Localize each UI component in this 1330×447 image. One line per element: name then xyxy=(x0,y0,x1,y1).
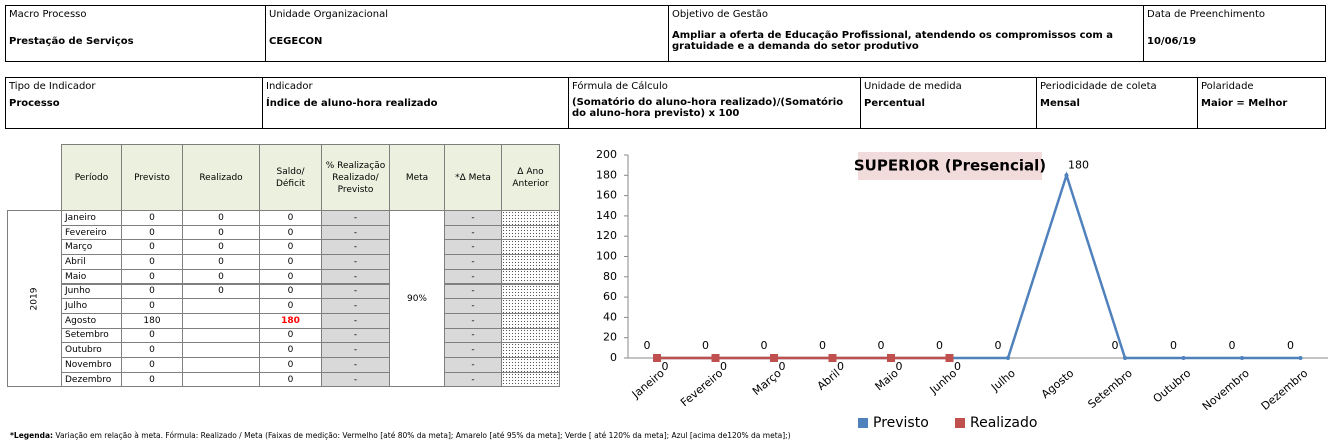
header-value: Processo xyxy=(9,98,60,109)
pattern-cell xyxy=(501,327,560,344)
pattern-cell xyxy=(501,342,560,358)
header-label: Macro Processo xyxy=(9,9,87,20)
data-label: 0 xyxy=(702,339,709,352)
header-label: Unidade de medida xyxy=(864,81,962,92)
data-label: 0 xyxy=(1229,339,1236,352)
data-label: 0 xyxy=(1112,339,1119,352)
y-tick-label: 140 xyxy=(596,209,617,222)
column-header: *Δ Meta xyxy=(444,144,502,211)
y-tick-label: 100 xyxy=(596,250,617,263)
point-marker xyxy=(828,354,837,362)
column-header: Δ Ano Anterior xyxy=(501,144,560,211)
legend-label: Realizado xyxy=(970,415,1037,431)
data-label: 0 xyxy=(1170,339,1177,352)
header-value: (Somatório do aluno-hora realizado)/(Som… xyxy=(572,97,844,119)
header-box: Polaridade Maior = Melhor xyxy=(1197,77,1326,129)
data-label: 0 xyxy=(1287,339,1294,352)
header-value: Percentual xyxy=(864,98,925,109)
header-label: Objetivo de Gestão xyxy=(672,9,769,20)
y-tick-label: 120 xyxy=(596,229,617,242)
data-label: 0 xyxy=(995,339,1002,352)
footnote: *Legenda: Variação em relação à meta. Fó… xyxy=(10,431,791,440)
header-value: 10/06/19 xyxy=(1147,36,1197,47)
data-label: 0 xyxy=(720,360,727,373)
y-tick-label: 80 xyxy=(603,270,617,283)
y-tick-label: 60 xyxy=(603,290,617,303)
y-tick-label: 180 xyxy=(596,168,617,181)
data-label: 0 xyxy=(878,339,885,352)
pattern-cell xyxy=(501,357,560,373)
data-label: 180 xyxy=(1068,158,1089,171)
footnote-text: Variação em relação à meta. Fórmula: Rea… xyxy=(55,431,791,440)
pattern-cell xyxy=(501,268,560,285)
point-marker xyxy=(1181,356,1186,360)
footnote-label: *Legenda: xyxy=(10,431,54,440)
data-label: 0 xyxy=(837,360,844,373)
header-label: Data de Preenchimento xyxy=(1147,9,1266,20)
point-marker xyxy=(945,354,954,362)
title-background xyxy=(858,152,1042,180)
pattern-cell xyxy=(501,254,560,270)
header-value: Maior = Melhor xyxy=(1201,98,1288,109)
header-label: Fórmula de Cálculo xyxy=(572,81,668,92)
column-header: % Realização Realizado/ Previsto xyxy=(321,144,390,211)
legend-swatch xyxy=(955,418,965,428)
series-line xyxy=(657,171,1301,360)
pattern-cell xyxy=(501,371,560,388)
meta-cell: 90% xyxy=(389,210,445,388)
point-marker xyxy=(1240,356,1244,360)
point-marker xyxy=(887,354,895,362)
x-tick-label: Julho xyxy=(988,366,1018,394)
legend-label: Previsto xyxy=(873,415,929,431)
header-value: Ampliar a oferta de Educação Profissiona… xyxy=(672,30,1114,52)
x-tick-label: Setembro xyxy=(1085,366,1135,411)
y-tick-label: 200 xyxy=(596,148,617,161)
legend-swatch xyxy=(858,418,868,428)
chart-title: SUPERIOR (Presencial) xyxy=(854,157,1046,175)
header-box: Data de Preenchimento 10/06/19 xyxy=(1143,5,1326,62)
column-header: Realizado xyxy=(182,144,260,211)
data-label: 0 xyxy=(896,360,903,373)
header-label: Polaridade xyxy=(1201,81,1254,92)
header-value: CEGECON xyxy=(269,36,323,47)
point-marker xyxy=(1006,356,1010,360)
pattern-cell xyxy=(501,239,560,256)
y-tick-label: 40 xyxy=(603,310,617,323)
header-value: Mensal xyxy=(1040,98,1080,109)
x-tick-label: Fevereiro xyxy=(678,366,726,409)
x-tick-label: Agosto xyxy=(1039,366,1077,401)
point-marker xyxy=(653,354,661,362)
header-label: Periodicidade de coleta xyxy=(1040,81,1157,92)
y-tick-label: 160 xyxy=(596,189,617,202)
point-marker xyxy=(1298,356,1303,360)
x-tick-label: Outubro xyxy=(1151,366,1194,405)
point-marker xyxy=(711,354,720,362)
data-label: 0 xyxy=(761,339,768,352)
data-label: 0 xyxy=(936,339,943,352)
data-label: 0 xyxy=(819,339,826,352)
header-value: Prestação de Serviços xyxy=(9,36,134,47)
column-header: Saldo/ Déficit xyxy=(259,144,322,211)
header-label: Indicador xyxy=(266,81,313,92)
header-value: Índice de aluno-hora realizado xyxy=(266,98,438,109)
header-label: Unidade Organizacional xyxy=(269,9,389,20)
x-tick-label: Novembro xyxy=(1200,366,1252,413)
point-marker xyxy=(1064,173,1069,178)
data-label: 0 xyxy=(644,339,651,352)
column-header: Meta xyxy=(389,144,445,211)
data-label: 0 xyxy=(779,360,786,373)
point-marker xyxy=(1123,356,1127,360)
data-label: 0 xyxy=(662,360,669,373)
y-tick-label: 0 xyxy=(610,351,617,364)
data-label: 0 xyxy=(954,360,961,373)
y-tick-label: 20 xyxy=(603,331,617,344)
point-marker xyxy=(770,354,778,362)
header-label: Tipo de Indicador xyxy=(9,81,96,92)
x-tick-label: Dezembro xyxy=(1259,366,1311,412)
